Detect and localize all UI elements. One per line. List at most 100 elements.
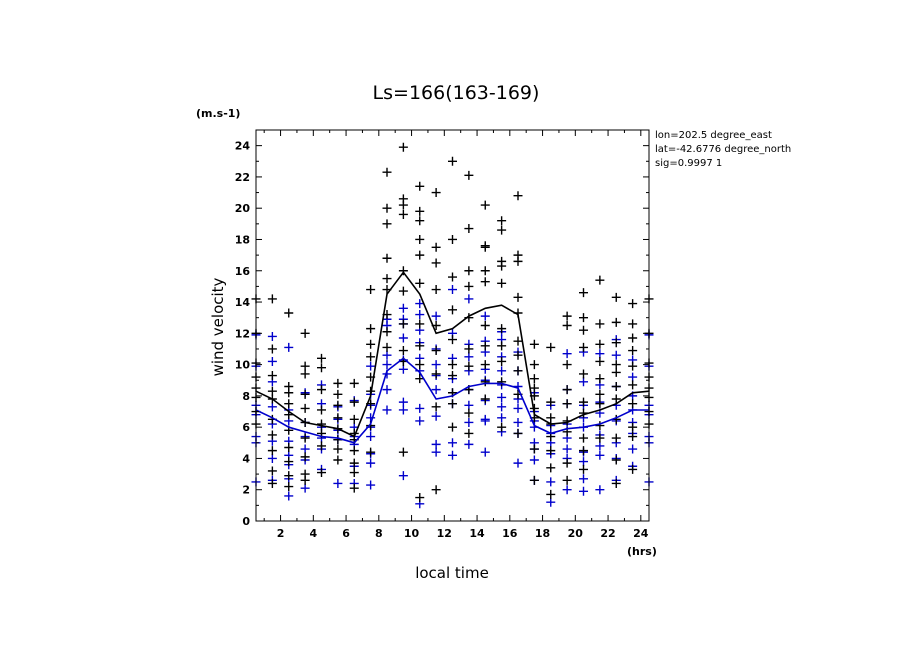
black-point bbox=[546, 342, 556, 352]
blue-point bbox=[464, 417, 474, 427]
blue-point bbox=[480, 311, 490, 321]
black-point bbox=[415, 360, 425, 370]
black-point bbox=[333, 455, 343, 465]
blue-point bbox=[448, 438, 457, 448]
black-point bbox=[317, 353, 326, 363]
black-point bbox=[546, 446, 556, 456]
blue-point bbox=[513, 403, 523, 413]
black-point bbox=[464, 170, 474, 180]
black-point bbox=[480, 377, 490, 387]
black-point bbox=[579, 325, 588, 335]
y-tick-label: 20 bbox=[235, 202, 251, 215]
black-point bbox=[317, 363, 326, 373]
black-point bbox=[497, 324, 507, 334]
black-point bbox=[333, 400, 343, 410]
black-point bbox=[398, 346, 408, 356]
black-point bbox=[628, 319, 638, 329]
black-point bbox=[562, 360, 572, 370]
black-point bbox=[562, 311, 572, 321]
blue-point bbox=[464, 400, 474, 410]
black-mean-line bbox=[255, 270, 650, 438]
black-point bbox=[611, 394, 621, 404]
blue-point bbox=[398, 405, 408, 415]
blue-point bbox=[366, 413, 376, 423]
black-point bbox=[513, 428, 523, 438]
black-point bbox=[300, 403, 310, 413]
x-tick-label: 6 bbox=[342, 527, 350, 540]
black-point bbox=[595, 356, 605, 366]
black-point bbox=[595, 389, 605, 399]
black-point bbox=[382, 253, 392, 263]
black-point bbox=[529, 444, 539, 454]
blue-point bbox=[267, 402, 277, 412]
black-point bbox=[284, 388, 294, 398]
y-tick-label: 12 bbox=[235, 327, 250, 340]
chart-title: Ls=166(163-169) bbox=[373, 82, 540, 104]
black-point bbox=[579, 397, 588, 407]
black-point bbox=[464, 266, 474, 276]
black-point bbox=[513, 350, 523, 360]
blue-point bbox=[431, 411, 441, 421]
x-tick-label: 20 bbox=[568, 527, 584, 540]
y-tick-label: 14 bbox=[235, 296, 251, 309]
blue-point bbox=[382, 350, 392, 360]
blue-point bbox=[398, 471, 408, 481]
black-point bbox=[317, 419, 326, 429]
black-point bbox=[513, 366, 523, 376]
black-point bbox=[333, 378, 343, 388]
blue-mean-line bbox=[255, 357, 649, 444]
black-point bbox=[595, 374, 605, 384]
black-point bbox=[595, 433, 605, 443]
x-tick-label: 14 bbox=[469, 527, 485, 540]
black-point bbox=[562, 458, 572, 468]
black-point bbox=[480, 360, 490, 370]
black-point bbox=[497, 225, 507, 235]
black-point bbox=[611, 338, 621, 348]
blue-point bbox=[579, 377, 588, 387]
black-point bbox=[415, 250, 425, 260]
x-axis-unit: (hrs) bbox=[627, 545, 657, 558]
blue-point bbox=[497, 402, 507, 412]
black-point bbox=[366, 447, 376, 457]
y-axis-unit: (m.s-1) bbox=[196, 107, 240, 120]
black-point bbox=[579, 288, 588, 298]
black-point bbox=[595, 275, 605, 285]
blue-point bbox=[284, 342, 294, 352]
blue-point bbox=[513, 417, 523, 427]
black-point bbox=[595, 421, 605, 431]
black-point bbox=[398, 209, 408, 219]
black-point bbox=[628, 333, 638, 343]
black-point bbox=[267, 466, 277, 476]
y-tick-label: 24 bbox=[235, 140, 251, 153]
black-point bbox=[267, 478, 277, 488]
x-axis-label: local time bbox=[415, 564, 489, 582]
black-point bbox=[448, 305, 457, 315]
blue-point bbox=[480, 416, 490, 426]
black-point bbox=[497, 278, 507, 288]
black-point bbox=[382, 203, 392, 213]
black-point bbox=[464, 224, 474, 234]
black-point bbox=[513, 292, 523, 302]
black-point bbox=[562, 385, 572, 395]
black-point bbox=[480, 341, 490, 351]
black-point bbox=[415, 341, 425, 351]
blue-point bbox=[464, 439, 474, 449]
black-point bbox=[513, 256, 523, 266]
black-point bbox=[398, 447, 408, 457]
black-point bbox=[579, 446, 588, 456]
blue-point bbox=[579, 474, 588, 484]
black-point bbox=[611, 317, 621, 327]
black-point bbox=[349, 458, 359, 468]
black-point bbox=[562, 475, 572, 485]
x-tick-label: 2 bbox=[277, 527, 285, 540]
black-point bbox=[628, 432, 638, 442]
black-point bbox=[349, 483, 359, 493]
black-point bbox=[480, 321, 490, 330]
black-point bbox=[300, 361, 310, 371]
blue-point bbox=[398, 303, 408, 313]
black-point bbox=[480, 200, 490, 210]
black-point bbox=[595, 399, 605, 409]
black-point bbox=[317, 468, 326, 478]
black-point bbox=[497, 261, 507, 271]
black-point bbox=[579, 342, 588, 352]
